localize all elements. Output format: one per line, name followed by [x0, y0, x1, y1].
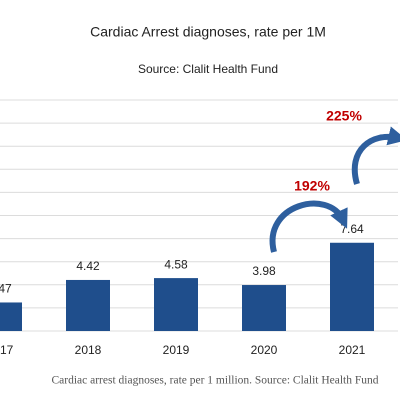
- x-tick-label: 2020: [251, 343, 278, 357]
- x-tick-label: 2021: [339, 343, 366, 357]
- x-tick-label: 2017: [0, 343, 14, 357]
- arrow: [269, 200, 348, 253]
- x-tick-label: 2019: [163, 343, 190, 357]
- x-tick-label: 2018: [75, 343, 102, 357]
- bar: [242, 285, 286, 331]
- bar: [330, 242, 374, 331]
- bar: [154, 278, 198, 331]
- bar: [66, 279, 110, 331]
- value-label: 2.47: [0, 282, 12, 296]
- value-label: 3.98: [252, 264, 276, 278]
- annotation: 192%: [294, 178, 330, 194]
- bar: [0, 302, 22, 331]
- value-label: 7.64: [340, 222, 364, 236]
- value-label: 4.58: [164, 257, 188, 271]
- chart-title: Cardiac Arrest diagnoses, rate per 1M: [90, 24, 326, 40]
- arrow: [351, 126, 400, 185]
- caption: Cardiac arrest diagnoses, rate per 1 mil…: [51, 375, 378, 387]
- value-label: 4.42: [76, 259, 100, 273]
- chart-subtitle: Source: Clalit Health Fund: [138, 62, 278, 76]
- annotation: 225%: [326, 108, 362, 124]
